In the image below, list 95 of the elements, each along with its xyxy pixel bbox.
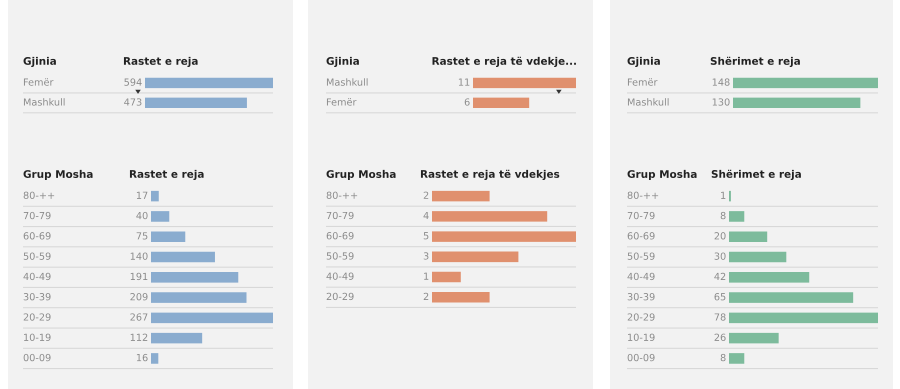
data-label: 209: [130, 293, 148, 300]
y-tick-label: 20-29: [628, 313, 655, 321]
x-axis-title: Shërimet e reja: [710, 56, 800, 67]
bar: [151, 231, 186, 242]
y-tick-label: 70-79: [24, 212, 51, 220]
y-tick-label: 50-59: [326, 252, 354, 260]
y-tick-label: Mashkull: [326, 78, 368, 86]
data-label: 594: [124, 78, 142, 86]
bar: [151, 292, 246, 303]
data-label: 20: [714, 232, 726, 240]
data-label: 191: [130, 272, 148, 280]
data-label: 130: [712, 98, 730, 106]
bar: [729, 312, 878, 324]
bar: [151, 353, 158, 364]
y-tick-label: 80-++: [24, 192, 54, 199]
data-label: 75: [136, 232, 148, 240]
y-tick-label: Femër: [326, 98, 356, 106]
bar: [729, 211, 744, 222]
y-tick-label: 00-09: [24, 354, 51, 362]
data-label: 8: [720, 212, 726, 220]
y-tick-label: 10-19: [628, 334, 655, 341]
data-label: 16: [136, 354, 148, 362]
data-label: 1: [721, 192, 726, 199]
y-tick-label: 50-59: [24, 252, 51, 260]
bar: [729, 252, 786, 262]
data-label: 112: [130, 334, 148, 341]
data-label: 4: [424, 212, 429, 220]
bar: [151, 272, 238, 283]
bar: [432, 211, 548, 222]
y-axis-title: Gjinia: [628, 56, 660, 67]
y-tick-label: 50-59: [628, 252, 655, 260]
data-label: 11: [458, 78, 470, 86]
bar: [151, 252, 215, 262]
bar: [729, 292, 854, 303]
data-label: 140: [130, 252, 148, 260]
data-label: 8: [720, 354, 726, 362]
y-tick-label: 20-29: [24, 313, 51, 321]
data-label: 2: [424, 292, 428, 300]
y-tick-label: 40-49: [627, 272, 655, 280]
y-axis-title: Gjinia: [326, 56, 359, 67]
x-axis-title: Rastet e reja: [124, 56, 198, 67]
bar: [432, 272, 461, 282]
y-tick-label: 70-79: [628, 212, 655, 220]
y-tick-label: 00-09: [628, 354, 655, 362]
data-label: 78: [714, 313, 726, 321]
y-axis-title: Grup Mosha: [326, 170, 396, 180]
y-tick-label: Mashkull: [628, 98, 669, 106]
y-axis-title: Gjinia: [24, 56, 56, 67]
y-tick-label: 60-69: [24, 232, 51, 240]
bar: [432, 231, 576, 242]
data-label: 1: [424, 272, 428, 280]
y-tick-label: 20-29: [326, 292, 354, 300]
bar: [151, 190, 159, 202]
y-tick-label: 70-79: [326, 212, 354, 220]
bar: [432, 252, 518, 262]
y-tick-label: 80-++: [326, 192, 358, 199]
y-tick-label: 30-39: [24, 293, 51, 300]
y-tick-label: 60-69: [628, 232, 655, 240]
bar: [151, 332, 202, 344]
data-label: 2: [424, 192, 428, 199]
bar: [729, 332, 779, 344]
x-axis-title: Rastet e reja: [130, 170, 204, 180]
bar: [432, 292, 490, 303]
bar: [729, 231, 768, 242]
data-label: 26: [714, 334, 726, 341]
x-axis-title: Rastet e reja të vdekje...: [432, 56, 576, 67]
bar: [151, 211, 170, 222]
bar: [432, 190, 490, 202]
bar: [729, 353, 744, 364]
data-label: 5: [424, 232, 428, 240]
data-label: 30: [714, 252, 726, 260]
data-label: 17: [136, 192, 148, 199]
data-label: 65: [714, 293, 726, 300]
data-label: 3: [424, 252, 428, 260]
y-tick-label: 30-39: [628, 293, 655, 300]
y-tick-label: 40-49: [326, 272, 354, 280]
data-label: 148: [712, 78, 730, 86]
y-tick-label: Femër: [628, 78, 658, 86]
y-tick-label: Mashkull: [24, 98, 65, 106]
y-axis-title: Grup Mosha: [628, 170, 697, 180]
bar: [151, 312, 273, 324]
y-axis-title: Grup Mosha: [24, 170, 93, 180]
x-axis-title: Shërimet e reja: [712, 170, 801, 180]
x-axis-title: Rastet e reja të vdekjes: [420, 170, 560, 180]
y-tick-label: 80-++: [628, 192, 658, 199]
y-tick-label: Femër: [24, 78, 54, 86]
y-tick-label: 40-49: [23, 272, 51, 280]
data-label: 40: [136, 212, 148, 220]
data-label: 6: [464, 98, 470, 106]
data-label: 267: [130, 313, 148, 321]
y-tick-label: 60-69: [326, 232, 354, 240]
y-tick-label: 10-19: [24, 334, 51, 341]
data-label: 473: [124, 98, 142, 106]
data-label: 42: [714, 272, 726, 280]
bar: [729, 272, 810, 283]
